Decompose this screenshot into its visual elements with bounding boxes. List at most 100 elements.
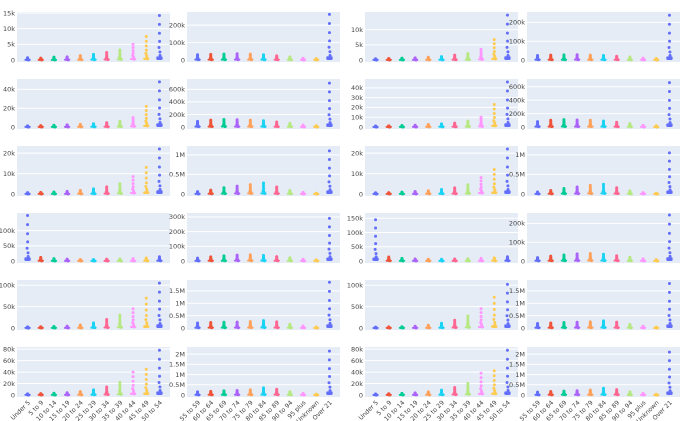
data-point <box>628 390 632 394</box>
category-11-points <box>156 80 163 127</box>
category-6-points <box>90 388 97 397</box>
data-point <box>145 187 149 191</box>
y-tick-label: 100k <box>347 229 363 237</box>
y-tick-label: 1M <box>515 151 525 159</box>
category-3-points <box>220 117 228 129</box>
y-tick-label: 1.5M <box>169 361 185 369</box>
category-6-points <box>438 321 445 330</box>
category-2-points <box>37 190 44 196</box>
category-10-points <box>313 258 320 263</box>
data-point <box>453 186 457 190</box>
data-point <box>144 108 148 112</box>
category-8-points <box>286 322 294 330</box>
data-point <box>479 176 483 180</box>
data-point <box>505 300 509 304</box>
data-point <box>426 55 430 59</box>
category-8-points <box>116 119 124 129</box>
category-6-points <box>600 53 607 62</box>
data-point <box>506 391 510 395</box>
category-7-points <box>273 255 280 263</box>
data-point <box>641 257 645 261</box>
category-11-points <box>666 281 673 328</box>
category-9-points <box>129 42 137 61</box>
data-point <box>667 167 671 171</box>
data-point <box>668 121 672 125</box>
data-point <box>492 52 496 56</box>
category-2-points <box>547 254 554 263</box>
category-10-points <box>491 167 498 195</box>
category-2-points <box>385 124 392 129</box>
category-1-points <box>534 390 541 397</box>
y-tick-label: 1.5M <box>169 287 185 295</box>
y-tick-label: 100k <box>509 38 525 46</box>
data-point <box>158 385 162 389</box>
data-point <box>479 318 483 322</box>
data-point <box>426 390 430 394</box>
data-point <box>328 174 332 178</box>
category-5-points <box>77 257 84 263</box>
data-point <box>668 307 672 311</box>
data-point <box>327 349 331 353</box>
data-point <box>668 56 672 60</box>
data-point <box>328 324 332 328</box>
category-2-points <box>207 188 214 196</box>
y-tick-label: 0 <box>359 123 363 131</box>
y-tick-label: 0.5M <box>509 381 525 389</box>
data-point <box>288 390 292 394</box>
data-point <box>602 252 605 256</box>
data-point <box>505 45 509 49</box>
data-point <box>667 81 671 85</box>
data-point <box>301 257 305 261</box>
data-point <box>505 89 509 93</box>
category-2-points <box>385 56 392 62</box>
y-tick-label: 0 <box>521 190 525 198</box>
y-tick-label: 40k <box>3 368 15 376</box>
data-point <box>275 387 279 391</box>
category-2-points <box>547 390 554 397</box>
data-point <box>493 188 497 192</box>
category-4-points <box>411 257 419 263</box>
data-point <box>374 325 378 329</box>
data-point <box>328 107 332 111</box>
data-point <box>602 182 605 186</box>
data-point <box>492 46 496 50</box>
y-tick-label: 40k <box>351 368 363 376</box>
data-point <box>575 118 579 122</box>
category-2-points <box>547 321 554 330</box>
data-point <box>144 367 148 371</box>
category-2-points <box>385 191 392 196</box>
data-point <box>549 321 553 325</box>
data-point <box>492 167 496 171</box>
data-point <box>118 257 122 261</box>
data-point <box>668 385 672 389</box>
data-point <box>479 376 483 380</box>
category-5-points <box>77 323 84 330</box>
data-point <box>328 39 332 43</box>
data-point <box>493 389 497 393</box>
data-point <box>144 372 148 376</box>
data-point <box>426 123 430 127</box>
data-point <box>328 241 332 245</box>
data-point <box>506 184 510 188</box>
data-point <box>327 233 331 237</box>
y-tick-label: 1M <box>175 371 185 379</box>
data-point <box>158 374 162 378</box>
data-point <box>145 388 149 392</box>
data-point <box>667 314 671 318</box>
data-point <box>628 255 632 259</box>
category-8-points <box>626 189 634 196</box>
data-point <box>505 22 509 26</box>
category-6-points <box>438 188 445 196</box>
category-8-points <box>464 183 472 196</box>
data-point <box>328 307 332 311</box>
category-4-points <box>63 123 71 129</box>
subplot-16: 0 100k 200k <box>509 213 680 265</box>
category-6-points <box>260 253 267 263</box>
data-point <box>157 299 161 303</box>
data-point <box>479 380 483 384</box>
data-point <box>668 318 672 322</box>
data-point <box>387 255 391 259</box>
category-10-points <box>491 38 498 61</box>
data-point <box>440 257 443 261</box>
